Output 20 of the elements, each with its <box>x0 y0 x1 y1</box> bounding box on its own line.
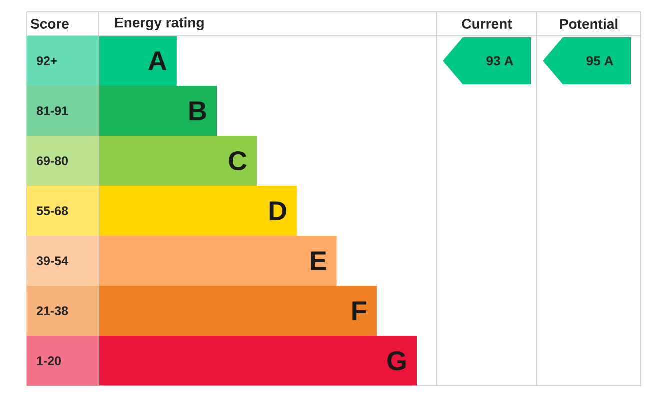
annotation: D <box>270 202 286 220</box>
y-tick-label: 81-91 <box>36 106 68 116</box>
y-tick-label: 92+ <box>36 56 58 66</box>
text: 93 A <box>486 56 514 66</box>
annotation: F <box>352 302 366 320</box>
annotation: B <box>190 102 206 120</box>
y-axis-title: Score <box>30 19 69 29</box>
annotation: E <box>311 252 326 270</box>
annotation: A <box>148 52 167 70</box>
y-tick-label: 21-38 <box>36 306 68 316</box>
text: 95 A <box>586 56 614 66</box>
y-tick-label: 39-54 <box>36 256 68 266</box>
text: Current <box>462 19 512 29</box>
y-tick-label: 55-68 <box>36 206 68 216</box>
annotation: G <box>388 351 406 371</box>
y-tick-label: 69-80 <box>36 156 68 166</box>
annotation: C <box>229 151 247 171</box>
text: Potential <box>560 18 618 30</box>
y-tick-label: 1-20 <box>37 356 62 366</box>
x-axis-title: Energy rating <box>115 17 204 31</box>
